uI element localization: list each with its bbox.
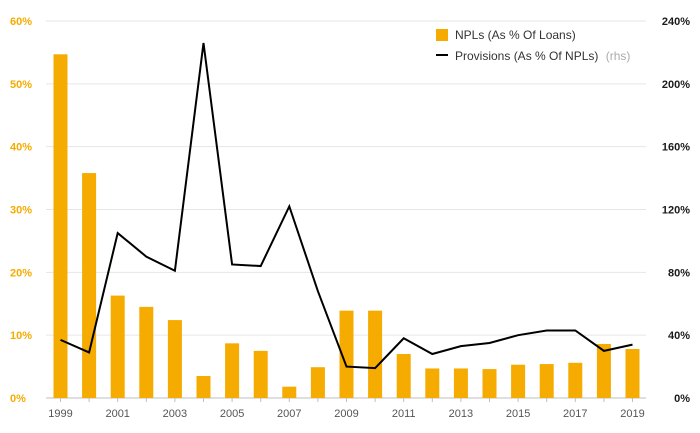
x-tick-label: 2007	[277, 408, 301, 420]
left-y-axis: 0% 10% 20% 30% 40% 50% 60%	[10, 16, 32, 405]
left-tick-label: 10%	[10, 330, 32, 342]
x-tick-label: 2001	[105, 408, 129, 420]
left-tick-label: 50%	[10, 79, 32, 91]
legend-label-provisions-suffix: (rhs)	[606, 49, 631, 63]
bar-2008	[310, 367, 325, 398]
left-tick-label: 0%	[10, 393, 26, 405]
x-tick-label: 2019	[620, 408, 644, 420]
bar-2016	[539, 364, 554, 398]
x-tick-label: 2005	[220, 408, 244, 420]
bar-2006	[253, 350, 268, 398]
bar-2018	[596, 343, 611, 398]
bar-2002	[139, 306, 154, 398]
right-tick-label: 120%	[662, 205, 690, 217]
x-tick-label: 2011	[392, 408, 416, 420]
right-tick-label: 160%	[662, 142, 690, 154]
x-axis: 1999 2001 2003 2005 2007 2009 2011 2013 2015 2017…	[48, 398, 645, 420]
legend: NPLs (As % Of Loans) Provisions (As % Of…	[436, 28, 630, 63]
bar-2009	[339, 310, 354, 398]
bar-2019	[625, 348, 640, 398]
bar-2013	[453, 368, 468, 398]
bar-2012	[425, 368, 440, 398]
left-tick-label: 60%	[10, 16, 32, 28]
left-tick-label: 40%	[10, 142, 32, 154]
legend-label-provisions-main: Provisions (As % Of NPLs)	[455, 49, 598, 63]
right-tick-label: 200%	[662, 79, 690, 91]
bar-2014	[482, 369, 497, 398]
x-tick-label: 2013	[449, 408, 473, 420]
x-tick-label: 2009	[334, 408, 358, 420]
bar-2003	[167, 320, 182, 398]
legend-label-provisions: Provisions (As % Of NPLs) (rhs)	[455, 49, 630, 63]
x-tick-label: 1999	[48, 408, 72, 420]
x-tick-label: 2003	[163, 408, 187, 420]
npl-bars	[53, 54, 640, 398]
bar-2017	[568, 362, 583, 398]
left-tick-label: 20%	[10, 267, 32, 279]
x-tick-label: 2017	[563, 408, 587, 420]
bar-2007	[282, 386, 297, 398]
right-tick-label: 240%	[662, 16, 690, 28]
bar-2005	[225, 343, 240, 398]
bar-2011	[396, 354, 411, 398]
left-tick-label: 30%	[10, 205, 32, 217]
bar-2004	[196, 376, 211, 398]
right-tick-label: 0%	[674, 393, 690, 405]
bar-2015	[511, 364, 526, 398]
right-tick-label: 80%	[668, 267, 690, 279]
bar-1999	[53, 54, 68, 398]
provisions-line	[60, 42, 633, 370]
bar-2001	[110, 295, 125, 398]
legend-label-npl: NPLs (As % Of Loans)	[455, 28, 576, 42]
bar-2000	[82, 173, 97, 398]
legend-swatch-npl	[436, 29, 448, 41]
x-tick-label: 2015	[506, 408, 530, 420]
right-y-axis: 0% 40% 80% 120% 160% 200% 240%	[662, 16, 690, 405]
right-tick-label: 40%	[668, 330, 690, 342]
bar-2010	[368, 310, 383, 398]
